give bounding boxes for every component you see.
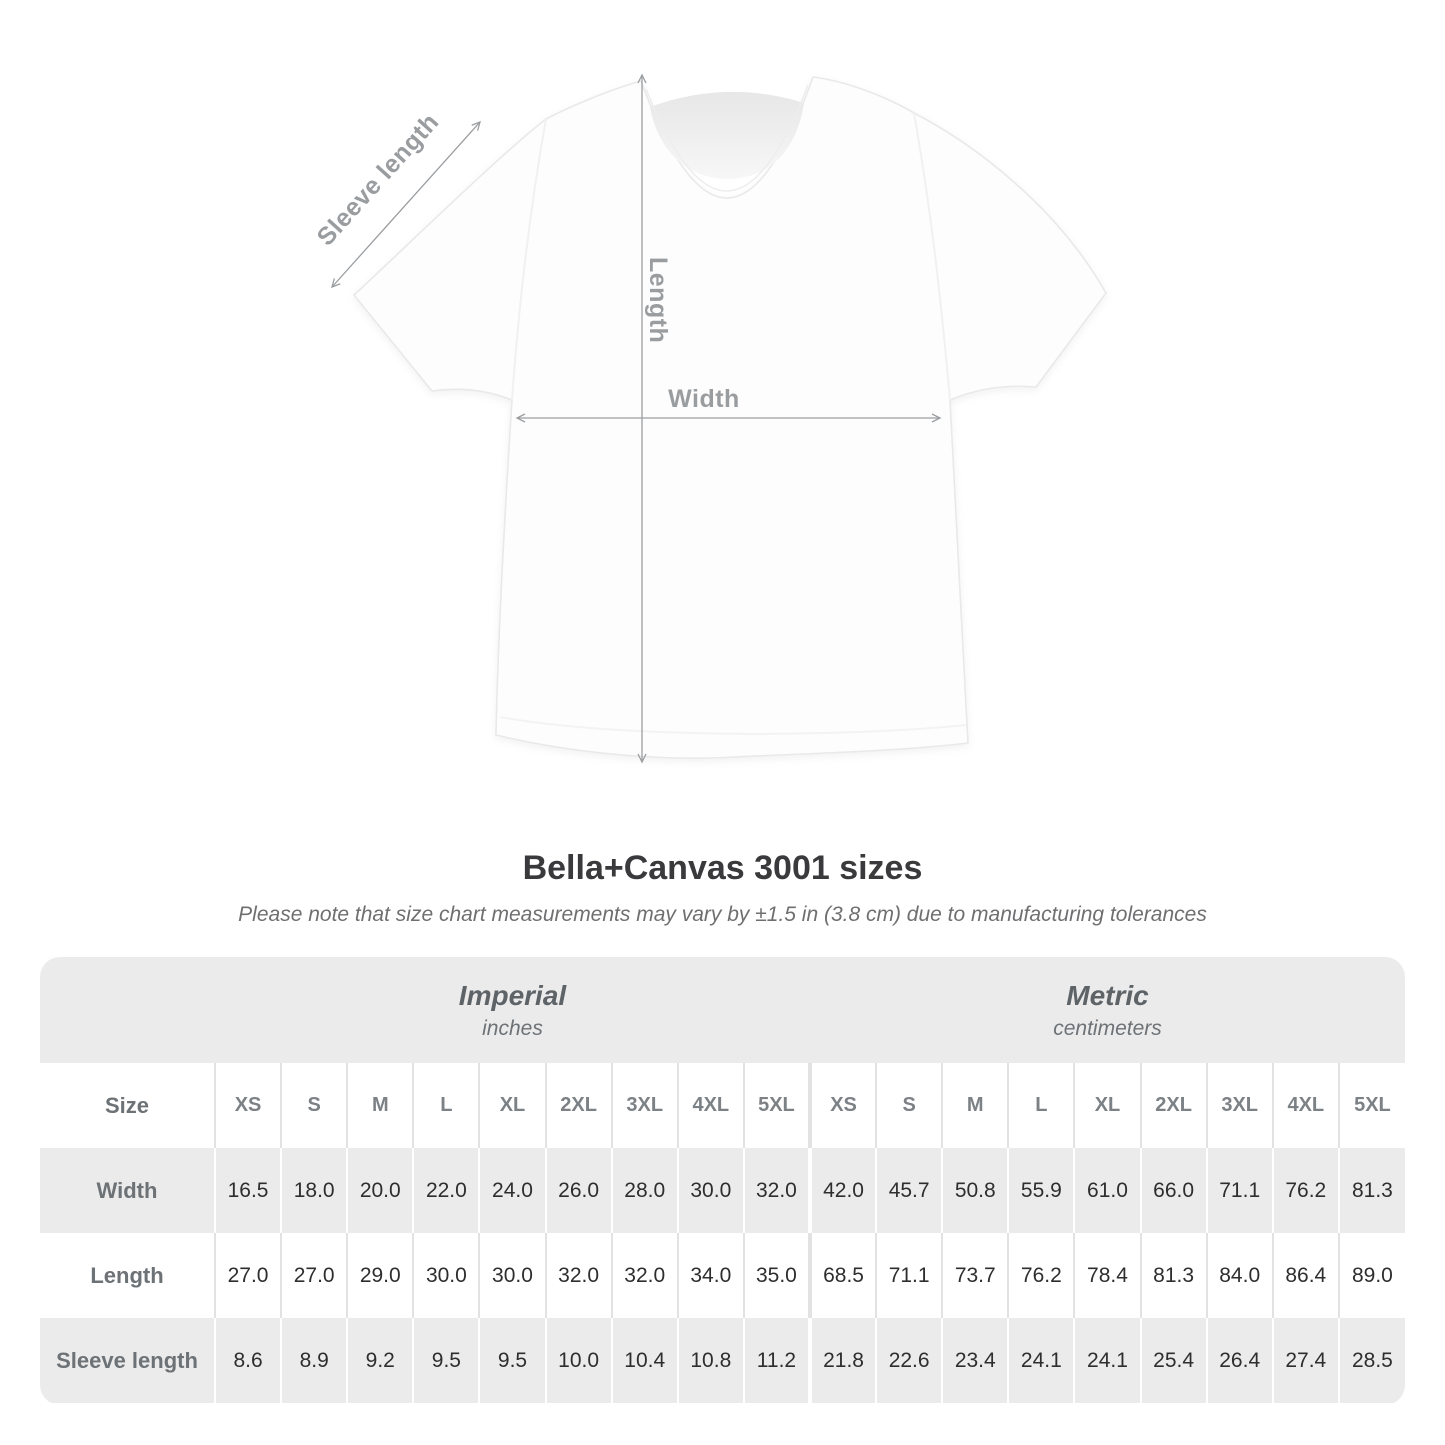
- size-column-header: M: [941, 1063, 1009, 1148]
- measurement-value-cell: 24.1: [1007, 1318, 1075, 1403]
- metric-header: Metric centimeters: [810, 957, 1405, 1063]
- imperial-header: Imperial inches: [215, 957, 810, 1063]
- size-column-header: XS: [213, 1063, 282, 1148]
- size-column-header: M: [346, 1063, 414, 1148]
- measurement-value-cell: 9.2: [346, 1318, 414, 1403]
- size-header-cell: Size: [104, 1092, 150, 1118]
- imperial-title: Imperial: [458, 980, 567, 1012]
- imperial-unit: inches: [482, 1016, 543, 1040]
- measurement-value-cell: 29.0: [346, 1233, 414, 1318]
- measurement-value-cell: 25.4: [1139, 1318, 1207, 1403]
- size-column-header: S: [875, 1063, 943, 1148]
- sleeve-length-arrow: [331, 120, 481, 289]
- measurement-value-cell: 76.2: [1007, 1233, 1075, 1318]
- measurement-value-cell: 9.5: [478, 1318, 546, 1403]
- measurement-value-cell: 21.8: [807, 1318, 877, 1403]
- measurement-value-cell: 24.1: [1073, 1318, 1141, 1403]
- measurement-value-cell: 10.4: [610, 1318, 678, 1403]
- unit-band-spacer: [40, 957, 215, 1063]
- metric-unit: centimeters: [1053, 1016, 1162, 1040]
- measurement-value-cell: 8.6: [213, 1318, 282, 1403]
- measurement-value-cell: 66.0: [1139, 1148, 1207, 1233]
- measurement-value-cell: 30.0: [478, 1233, 546, 1318]
- size-column-header: L: [412, 1063, 480, 1148]
- measurement-value-cell: 81.3: [1337, 1148, 1405, 1233]
- measurement-value-cell: 8.9: [280, 1318, 348, 1403]
- unit-header-band: Imperial inches Metric centimeters: [40, 957, 1405, 1063]
- measurement-value-cell: 11.2: [742, 1318, 810, 1403]
- tshirt-illustration: Length Width Sleeve length: [312, 73, 1107, 764]
- size-column-header: XL: [1073, 1063, 1141, 1148]
- size-column-header: 4XL: [1271, 1063, 1339, 1148]
- measurement-value-cell: 30.0: [412, 1233, 480, 1318]
- measurement-value-cell: 10.0: [544, 1318, 612, 1403]
- size-column-header: 3XL: [610, 1063, 678, 1148]
- measurement-value-cell: 26.4: [1205, 1318, 1273, 1403]
- size-column-header: 2XL: [544, 1063, 612, 1148]
- size-column-header: 3XL: [1205, 1063, 1273, 1148]
- measurement-value-cell: 81.3: [1139, 1233, 1207, 1318]
- measurement-value-cell: 18.0: [280, 1148, 348, 1233]
- measurement-value-cell: 34.0: [676, 1233, 744, 1318]
- measurement-value-cell: 76.2: [1271, 1148, 1339, 1233]
- measurement-value-cell: 22.6: [875, 1318, 943, 1403]
- collar-opening: [650, 91, 804, 179]
- measurement-value-cell: 27.4: [1271, 1318, 1339, 1403]
- measurement-value-cell: 28.0: [610, 1148, 678, 1233]
- size-column-header: S: [280, 1063, 348, 1148]
- size-header-row: Size XS S M L XL 2XL 3XL 4XL 5XL XS S M L XL 2XL 3XL 4XL…: [40, 1063, 1405, 1148]
- measurement-value-cell: 89.0: [1337, 1233, 1405, 1318]
- measurement-value-cell: 50.8: [941, 1148, 1009, 1233]
- row-label-length: Length: [90, 1262, 164, 1288]
- measurement-value-cell: 16.5: [213, 1148, 282, 1233]
- measurement-value-cell: 27.0: [280, 1233, 348, 1318]
- size-column-header: 2XL: [1139, 1063, 1207, 1148]
- measurement-value-cell: 23.4: [941, 1318, 1009, 1403]
- measurement-value-cell: 68.5: [807, 1233, 877, 1318]
- measurement-value-cell: 9.5: [412, 1318, 480, 1403]
- measurement-value-cell: 30.0: [676, 1148, 744, 1233]
- measurement-row: Length 27.0 27.0 29.0 30.0 30.0 32.0 32.0 34.0 3…: [40, 1233, 1405, 1318]
- measurement-value-cell: 42.0: [807, 1148, 877, 1233]
- size-column-header: 5XL: [742, 1063, 810, 1148]
- metric-title: Metric: [1066, 980, 1149, 1012]
- measurement-value-cell: 28.5: [1337, 1318, 1405, 1403]
- measurement-value-cell: 55.9: [1007, 1148, 1075, 1233]
- width-label: Width: [668, 385, 740, 413]
- size-column-header: 4XL: [676, 1063, 744, 1148]
- measurement-value-cell: 78.4: [1073, 1233, 1141, 1318]
- size-table-card: Imperial inches Metric centimeters Size …: [40, 957, 1405, 1405]
- measurement-row: Sleeve length 8.6 8.9 9.2 9.5 9.5 10.0 10.4 10.…: [40, 1318, 1405, 1403]
- row-label-width: Width: [96, 1177, 158, 1203]
- measurement-value-cell: 73.7: [941, 1233, 1009, 1318]
- measurement-value-cell: 22.0: [412, 1148, 480, 1233]
- measurement-row: Width 16.5 18.0 20.0 22.0 24.0 26.0 28.0 30.0 32…: [40, 1148, 1405, 1233]
- size-table: Size XS S M L XL 2XL 3XL 4XL 5XL XS S M L XL 2XL 3XL 4XL…: [40, 1063, 1405, 1403]
- size-column-header: 5XL: [1337, 1063, 1405, 1148]
- measurement-value-cell: 32.0: [544, 1233, 612, 1318]
- measurement-value-cell: 10.8: [676, 1318, 744, 1403]
- size-column-header: XS: [807, 1063, 877, 1148]
- measurement-value-cell: 86.4: [1271, 1233, 1339, 1318]
- measurement-value-cell: 35.0: [742, 1233, 810, 1318]
- tolerance-note: Please note that size chart measurements…: [238, 903, 1207, 926]
- measurement-value-cell: 71.1: [1205, 1148, 1273, 1233]
- measurement-value-cell: 61.0: [1073, 1148, 1141, 1233]
- size-column-header: XL: [478, 1063, 546, 1148]
- measurement-value-cell: 24.0: [478, 1148, 546, 1233]
- measurement-value-cell: 20.0: [346, 1148, 414, 1233]
- tshirt-measurement-diagram: Length Width Sleeve length: [290, 55, 1160, 825]
- measurement-value-cell: 84.0: [1205, 1233, 1273, 1318]
- measurement-value-cell: 27.0: [213, 1233, 282, 1318]
- size-column-header: L: [1007, 1063, 1075, 1148]
- measurement-value-cell: 26.0: [544, 1148, 612, 1233]
- measurement-value-cell: 32.0: [742, 1148, 810, 1233]
- measurement-value-cell: 32.0: [610, 1233, 678, 1318]
- row-label-sleeve-length: Sleeve length: [56, 1347, 198, 1373]
- measurement-value-cell: 71.1: [875, 1233, 943, 1318]
- length-label: Length: [644, 257, 672, 343]
- page-title: Bella+Canvas 3001 sizes: [522, 849, 923, 887]
- measurement-value-cell: 45.7: [875, 1148, 943, 1233]
